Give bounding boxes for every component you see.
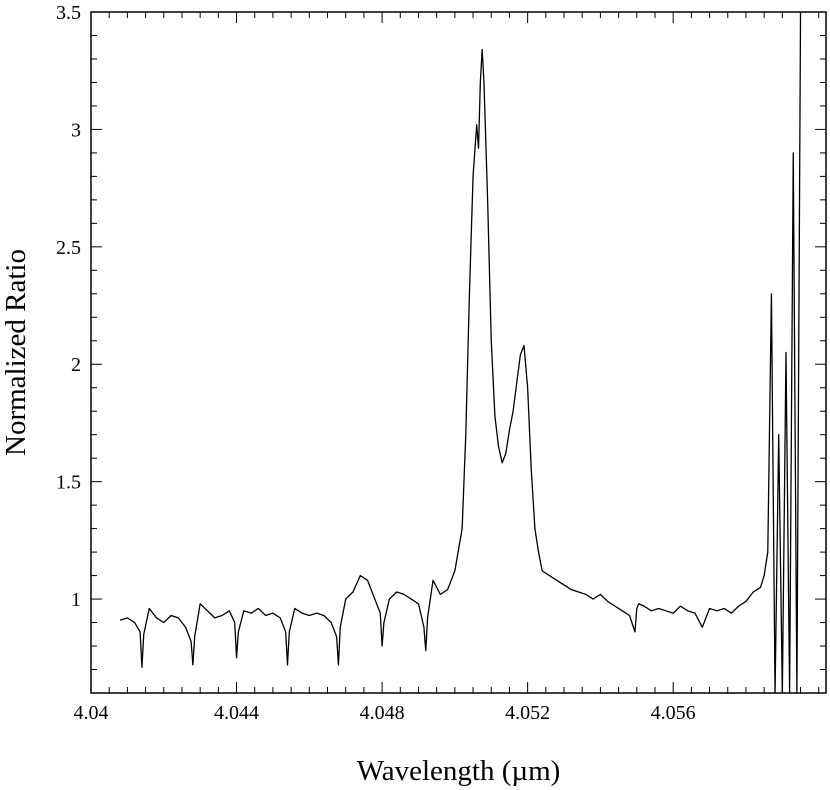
- x-axis-title: Wavelength (µm): [357, 755, 561, 787]
- x-tick-label: 4.048: [360, 702, 405, 724]
- y-axis-title: Normalized Ratio: [0, 249, 32, 456]
- x-tick-label: 4.056: [651, 702, 696, 724]
- y-tick-label: 2: [71, 354, 81, 376]
- plot-area: [90, 11, 827, 694]
- x-tick-label: 4.052: [505, 702, 550, 724]
- y-tick-label: 1.5: [56, 472, 81, 494]
- series-line-0: [119, 12, 802, 693]
- y-tick-label: 1: [71, 589, 81, 611]
- y-tick-label: 3: [71, 119, 81, 141]
- y-tick-label: 2.5: [56, 237, 81, 259]
- tick-labels: 4.04 4.044 4.048 4.052 4.056 1 1.5 2 2.5 3 3.5: [56, 2, 696, 724]
- x-tick-label: 4.04: [74, 702, 109, 724]
- y-tick-label: 3.5: [56, 2, 81, 24]
- series-layer: [119, 12, 802, 693]
- x-tick-label: 4.044: [214, 702, 259, 724]
- axis-ticks: [90, 11, 826, 694]
